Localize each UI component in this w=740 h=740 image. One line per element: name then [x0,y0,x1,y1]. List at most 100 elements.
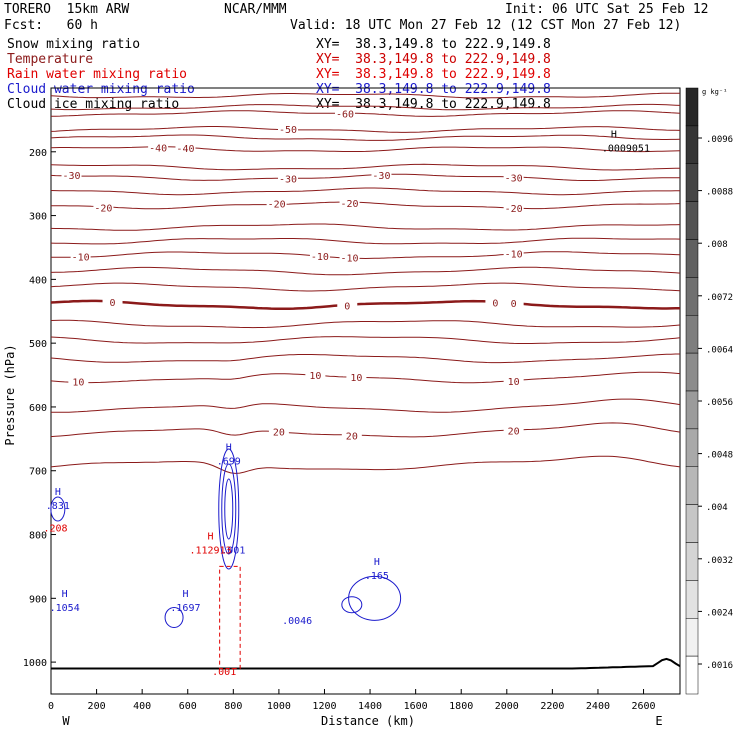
cloud-water-contour [348,575,402,621]
temperature-contour [50,110,681,117]
temperature-label: 0 [492,298,498,309]
snow-max-value: .0009051 [602,143,650,154]
temperature-label: 10 [72,378,84,389]
cloud-water-max-marker: H [55,487,61,498]
y-tick-label: 900 [29,594,47,605]
terrain-line [51,657,681,670]
temperature-label: -60 [336,110,354,121]
temperature-label-bg [503,171,524,183]
temperature-label: 10 [350,373,362,384]
rain-water-max-value: .001 [212,667,236,678]
field-temperature-xy: XY= 38.3,149.8 to 222.9,149.8 [316,52,551,67]
colorbar-label: .0056 [706,398,733,408]
colorbar-segment [685,87,699,127]
cloud-water-max-marker: H [62,589,68,600]
colorbar-label: .004 [706,503,728,513]
model-title: TORERO 15km ARW [4,2,130,17]
temperature-label: -30 [62,171,80,182]
x-tick-label: 1800 [449,701,473,712]
cloud-water-max-value: .1054 [50,603,80,614]
temperature-label-bg [93,201,114,213]
temperature-contour [50,237,681,245]
temperature-label: -50 [279,125,297,136]
colorbar-segment [685,125,699,164]
temperature-label: -30 [505,174,523,185]
temperature-label: 0 [344,302,350,313]
x-tick-label: 200 [88,701,106,712]
y-tick-label: 400 [29,275,47,286]
y-tick-label: 500 [29,339,47,350]
temperature-label: 10 [309,371,321,382]
temperature-label: -20 [268,200,286,211]
x-tick-label: 1200 [312,701,336,712]
temperature-label-bg [337,299,358,311]
temperature-contour [50,163,680,171]
colorbar-segment [685,163,699,202]
colorbar-segment [685,542,699,581]
colorbar-segment [685,618,699,657]
colorbar-label: .0096 [706,135,733,145]
cloud-water-max-value: .001 [221,546,245,557]
temperature-label: -10 [72,253,90,264]
temperature-label-bg [346,370,367,382]
temperature-label-bg [70,250,91,262]
temperature-contour [50,173,680,181]
y-tick-label: 700 [29,467,47,478]
cloud-water-contour [50,496,66,522]
temperature-contour [50,146,681,153]
temperature-label-bg [503,424,524,436]
colorbar-segment [685,655,699,695]
rain-water-contour [219,565,241,669]
cloud-water-max-value: .165 [365,571,389,582]
cloud-water-contour [218,448,240,570]
temperature-contour [50,187,680,196]
temperature-label-bg [339,196,360,208]
colorbar-label: .0072 [706,293,733,303]
rain-water-max-value: .208 [44,523,68,534]
colorbar-segment [685,390,699,430]
cloud-water-max-marker: H [182,589,188,600]
temperature-contour [50,422,681,438]
temperature-contour [50,223,681,231]
cloud-water-contour [224,478,234,540]
y-tick-label: 1000 [23,658,47,669]
temperature-label: -40 [149,143,167,154]
temperature-label-bg [503,375,524,387]
temperature-label: -20 [341,199,359,210]
temperature-label: -10 [505,250,523,261]
temperature-label: -30 [279,175,297,186]
temperature-label-bg [341,429,362,441]
temperature-label: -20 [505,204,523,215]
west-label: W [62,714,70,728]
colorbar-label: .0032 [706,556,733,566]
temperature-label-bg [102,296,123,308]
temperature-label-bg [503,247,524,259]
temperature-label-bg [309,250,330,262]
x-tick-label: 0 [48,701,54,712]
rain-water-max-marker: H [208,532,214,543]
temperature-label-bg [266,197,287,209]
x-tick-label: 1000 [267,701,291,712]
temperature-contour [50,266,681,276]
y-axis-title: Pressure (hPa) [3,344,17,445]
center-title: NCAR/MMM [224,2,287,17]
x-tick-label: 1600 [404,701,428,712]
colorbar-label: .008 [706,240,728,250]
colorbar-segment [685,352,699,392]
x-axis-title: Distance (km) [321,714,415,728]
field-snow-name: Snow mixing ratio [7,37,141,52]
temperature-label-bg [371,169,392,181]
temperature-label-bg [334,107,355,119]
colorbar-unit: g kg⁻¹ [702,88,727,96]
field-cloudwater-name: Cloud water mixing ratio [7,82,195,97]
temperature-label-bg [503,297,524,309]
temperature-label-bg [278,123,299,135]
temperature-label-bg [485,296,506,308]
colorbar-label: .0064 [706,345,733,355]
temperature-label: 20 [346,432,358,443]
colorbar-label: .0088 [706,188,733,198]
cloud-water-max-marker: H [226,442,232,453]
temperature-label: -10 [341,253,359,264]
init-time: Init: 06 UTC Sat 25 Feb 12 [505,2,709,17]
